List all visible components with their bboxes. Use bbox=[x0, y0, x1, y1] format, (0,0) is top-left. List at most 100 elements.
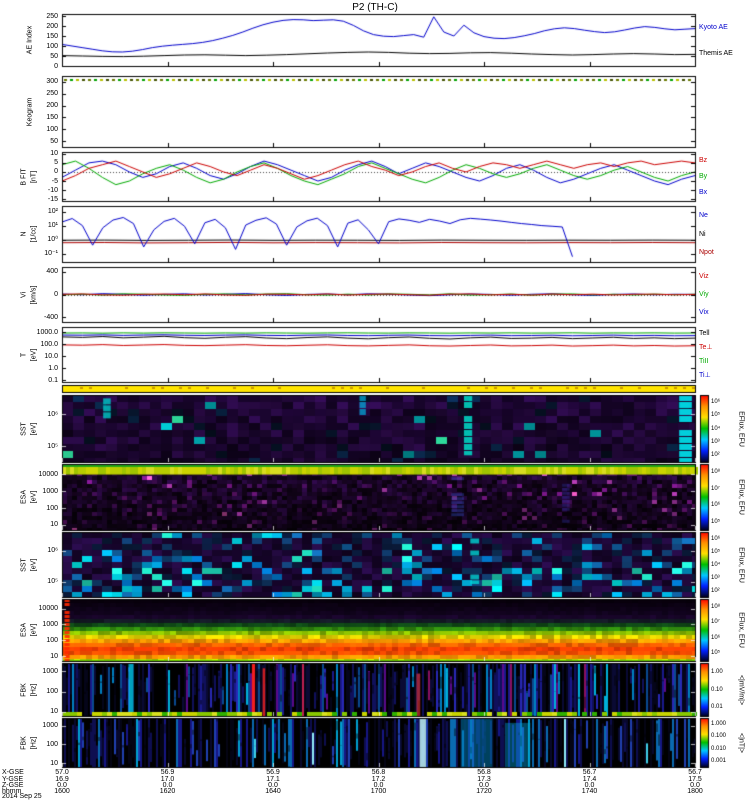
y-tick-label: 100 bbox=[46, 42, 58, 50]
y-tick-label: 0 bbox=[54, 168, 58, 176]
xaxis-z-gse-value: 0.0 bbox=[690, 782, 700, 789]
colorbar-tick-label: 10⁴ bbox=[711, 425, 721, 432]
axis-row-label-hhmm: hhmm bbox=[2, 788, 22, 795]
colorbar-tick-label: 10⁵ bbox=[711, 548, 721, 555]
series-label: By bbox=[699, 173, 708, 180]
panel-ylabel: [eV] bbox=[30, 422, 38, 435]
time-tick-label: 1800 bbox=[687, 788, 703, 795]
series-label: Kyoto AE bbox=[699, 23, 728, 31]
y-tick-label: 10⁰ bbox=[47, 236, 58, 244]
y-tick-label: 10⁵ bbox=[47, 578, 58, 586]
xaxis-y-gse-value: 17.4 bbox=[582, 776, 597, 783]
colorbar-tick-label: 0.100 bbox=[711, 733, 727, 740]
date-label: 2014 Sep 25 bbox=[2, 793, 42, 800]
y-tick-label: 150 bbox=[46, 32, 58, 40]
y-tick-label: 10.0 bbox=[44, 352, 58, 360]
y-tick-label: 10000 bbox=[38, 605, 58, 613]
xaxis-z-gse-value: 0.0 bbox=[268, 782, 278, 789]
y-tick-label: 0.1 bbox=[48, 376, 58, 384]
panel-ylabel: Vi bbox=[20, 291, 28, 298]
y-tick-label: 10000 bbox=[38, 470, 58, 478]
panel-ylabel: [km/s] bbox=[30, 285, 38, 304]
colorbar-unit-label: EFlux, EFU bbox=[737, 410, 745, 447]
colorbar-tick-label: 0.01 bbox=[711, 704, 723, 711]
y-tick-label: 100 bbox=[46, 504, 58, 512]
y-tick-label: 1.0 bbox=[48, 364, 58, 372]
xaxis-x-gse-value: 56.7 bbox=[688, 769, 702, 776]
y-tick-label: 10 bbox=[50, 652, 58, 660]
panel-ylabel: SST bbox=[20, 421, 28, 436]
colorbar-tick-label: 10³ bbox=[711, 574, 720, 581]
series-label: Npot bbox=[699, 249, 714, 257]
xaxis-y-gse-value: 16.9 bbox=[55, 776, 69, 783]
series-label: Viy bbox=[699, 291, 709, 298]
axis-row-label-y-gse: Y-GSE bbox=[2, 776, 24, 783]
xaxis-x-gse-value: 57.0 bbox=[55, 769, 69, 776]
time-tick-label: 1620 bbox=[159, 788, 176, 795]
xaxis-z-gse-value: 0.0 bbox=[162, 782, 173, 789]
y-tick-label: 0 bbox=[54, 291, 58, 298]
panel-ylabel: B FIT bbox=[20, 167, 28, 186]
y-tick-label: 1000 bbox=[42, 620, 58, 628]
colorbar-tick-label: 0.10 bbox=[711, 686, 723, 693]
panel-ylabel: [eV] bbox=[30, 490, 38, 504]
series-label: Themis AE bbox=[699, 49, 733, 57]
panel-ylabel: FBK bbox=[20, 682, 28, 697]
y-tick-label: 100 bbox=[46, 688, 58, 696]
y-tick-label: 100.0 bbox=[40, 340, 58, 348]
panel-ylabel: [Hz] bbox=[30, 683, 38, 696]
y-tick-label: 10⁶ bbox=[47, 547, 58, 555]
series-label: Ni bbox=[699, 230, 706, 238]
panel-ylabel: T bbox=[20, 352, 28, 357]
xaxis-y-gse-value: 17.2 bbox=[371, 776, 386, 783]
axis-row-label-x-gse: X-GSE bbox=[2, 769, 24, 776]
y-tick-label: -10 bbox=[47, 186, 58, 194]
colorbar-tick-label: 0.010 bbox=[711, 745, 727, 752]
xaxis-x-gse-value: 56.7 bbox=[582, 769, 597, 776]
time-tick-label: 1640 bbox=[265, 788, 281, 795]
time-tick-label: 1740 bbox=[581, 788, 598, 795]
colorbar-tick-label: 10⁶ bbox=[711, 398, 721, 405]
xaxis-y-gse-value: 17.3 bbox=[477, 776, 491, 783]
y-tick-label: -400 bbox=[43, 313, 58, 321]
y-tick-label: 250 bbox=[46, 12, 58, 20]
panel-ylabel: Keogram bbox=[26, 97, 34, 126]
y-tick-label: 10² bbox=[47, 208, 58, 216]
colorbar-unit-label: EFlux, EFU bbox=[737, 479, 745, 515]
colorbar-tick-label: 10⁶ bbox=[711, 634, 721, 641]
colorbar-tick-label: 10⁶ bbox=[711, 502, 721, 509]
colorbar-tick-label: 10² bbox=[711, 587, 720, 594]
y-tick-label: 10⁻¹ bbox=[44, 250, 58, 258]
y-tick-label: 200 bbox=[46, 22, 58, 30]
panel-ylabel: [1/cc] bbox=[30, 225, 38, 243]
y-tick-label: 0 bbox=[54, 62, 58, 70]
y-tick-label: 10 bbox=[50, 150, 58, 158]
panel-ylabel: [eV] bbox=[30, 348, 38, 361]
panel-ylabel: [nT] bbox=[30, 170, 38, 183]
y-tick-label: 10⁵ bbox=[47, 442, 58, 450]
xaxis-z-gse-value: 0.0 bbox=[57, 782, 67, 789]
time-tick-label: 1700 bbox=[370, 788, 387, 795]
xaxis-z-gse-value: 0.0 bbox=[479, 782, 489, 789]
series-label: Bx bbox=[699, 189, 708, 197]
xaxis-x-gse-value: 56.9 bbox=[266, 769, 280, 776]
y-tick-label: 10⁶ bbox=[47, 410, 58, 418]
y-tick-label: 250 bbox=[46, 90, 58, 98]
colorbar-tick-label: 1.00 bbox=[711, 668, 723, 675]
y-tick-label: 200 bbox=[46, 102, 58, 110]
panel-ylabel: ESA bbox=[20, 622, 28, 638]
colorbar-tick-label: 10⁸ bbox=[711, 469, 721, 476]
y-tick-label: 100 bbox=[46, 636, 58, 644]
colorbar-unit-label: EFlux, EFU bbox=[737, 546, 745, 583]
y-tick-label: 150 bbox=[46, 113, 58, 121]
y-tick-label: 50 bbox=[50, 52, 58, 60]
colorbar-unit-label: <|mV/m|> bbox=[737, 674, 745, 705]
colorbar-tick-label: 10⁶ bbox=[711, 535, 721, 542]
xaxis-x-gse-value: 56.8 bbox=[477, 769, 491, 776]
time-tick-label: 1600 bbox=[54, 788, 70, 795]
y-tick-label: 100 bbox=[46, 740, 58, 748]
colorbar-tick-label: 10² bbox=[711, 452, 720, 459]
